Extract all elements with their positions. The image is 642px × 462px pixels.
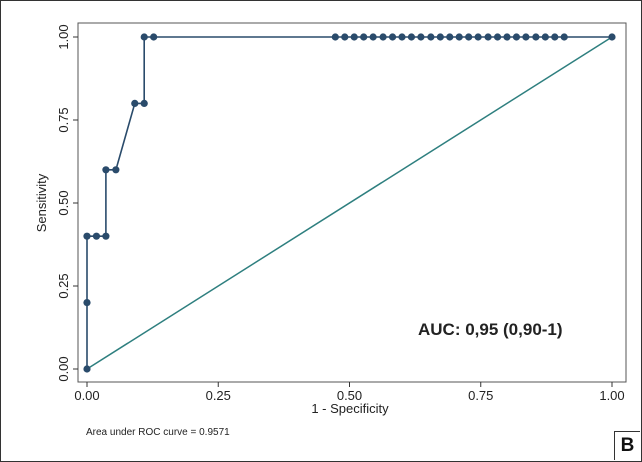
roc-point	[446, 33, 454, 41]
auc-annotation: AUC: 0,95 (0,90-1)	[418, 320, 563, 339]
roc-point	[407, 33, 416, 41]
reference-diagonal-line	[86, 36, 613, 370]
roc-point	[436, 33, 444, 41]
roc-point	[360, 33, 368, 41]
roc-point	[341, 33, 349, 41]
roc-point	[388, 33, 397, 41]
y-tick-label: 0.00	[56, 356, 71, 381]
x-tick-label: 0.50	[337, 388, 362, 403]
roc-point	[150, 33, 158, 41]
roc-point	[140, 33, 148, 41]
roc-point	[532, 33, 540, 41]
axes	[73, 22, 627, 387]
roc-point	[398, 33, 406, 41]
roc-points	[83, 33, 616, 373]
roc-point	[369, 33, 377, 41]
roc-point	[551, 33, 559, 41]
roc-point	[474, 33, 482, 41]
roc-point	[493, 33, 502, 41]
roc-point	[102, 232, 110, 240]
y-tick-label: 1.00	[56, 24, 71, 49]
roc-point	[131, 99, 139, 107]
x-tick-label: 0.25	[206, 388, 231, 403]
x-tick-label: 0.75	[468, 388, 493, 403]
roc-point	[83, 232, 91, 240]
roc-point	[102, 166, 110, 174]
roc-point	[331, 33, 339, 41]
y-tick-label: 0.25	[56, 273, 71, 298]
roc-point	[512, 33, 521, 41]
roc-point	[379, 33, 387, 41]
y-axis-title: Sensitivity	[34, 173, 49, 232]
y-tick-label: 0.50	[56, 190, 71, 215]
roc-point	[503, 33, 511, 41]
roc-point	[608, 33, 616, 41]
roc-point	[92, 232, 101, 240]
roc-point	[522, 33, 530, 41]
roc-point	[465, 33, 473, 41]
roc-point	[350, 33, 358, 41]
roc-point	[455, 33, 463, 41]
roc-point	[83, 299, 91, 307]
roc-point	[560, 33, 568, 41]
x-tick-label: 1.00	[599, 388, 624, 403]
roc-point	[427, 33, 435, 41]
roc-point	[484, 33, 492, 41]
roc-point	[541, 33, 549, 41]
y-tick-label: 0.75	[56, 107, 71, 132]
roc-point	[140, 99, 148, 107]
auc-footnote: Area under ROC curve = 0.9571	[86, 427, 230, 438]
x-axis-title: 1 - Specificity	[311, 401, 389, 416]
tick-labels: 0.00 0.25 0.50 0.75 1.00 0.00 0.25 0.50 0.75 1.00	[56, 24, 625, 403]
panel-label-box: B	[614, 431, 640, 460]
roc-point	[112, 166, 120, 174]
roc-point	[83, 365, 91, 373]
panel-label: B	[620, 435, 635, 456]
roc-point	[417, 33, 425, 41]
plot-area	[77, 22, 627, 383]
x-tick-label: 0.00	[74, 388, 99, 403]
